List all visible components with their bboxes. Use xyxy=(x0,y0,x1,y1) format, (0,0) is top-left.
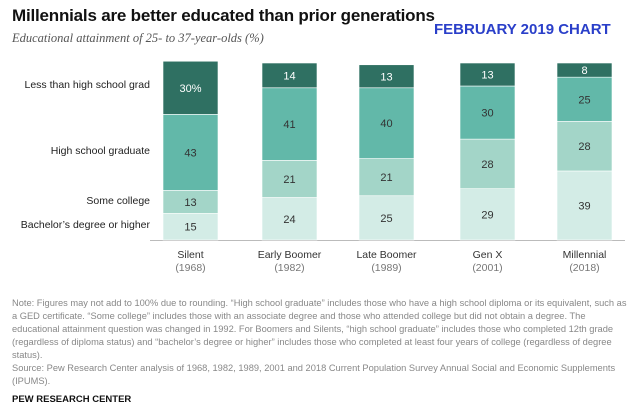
category-label: Silent xyxy=(177,249,203,261)
chart-notes: Note: Figures may not add to 100% due to… xyxy=(12,297,632,388)
bar-segment xyxy=(261,87,318,161)
bar-segment xyxy=(358,195,415,241)
data-label: 25 xyxy=(578,94,590,106)
note-text: Note: Figures may not add to 100% due to… xyxy=(12,298,627,360)
data-label: 14 xyxy=(283,70,295,82)
category-label: Millennial xyxy=(563,249,607,261)
bar-segment xyxy=(162,60,219,115)
category-year-label: (2018) xyxy=(569,262,599,274)
bar-segment xyxy=(358,87,415,159)
data-label: 40 xyxy=(380,118,392,130)
legend-label: Less than high school grad xyxy=(24,79,150,91)
bar-segment xyxy=(261,197,318,241)
bar-segment xyxy=(556,62,613,78)
bar-segment xyxy=(556,170,613,241)
data-label: 28 xyxy=(578,141,590,153)
category-label: Gen X xyxy=(473,249,503,261)
data-label: 30% xyxy=(179,83,201,95)
data-label: 41 xyxy=(283,119,295,131)
bar-segment xyxy=(261,62,318,89)
legend-label: Some college xyxy=(86,195,150,207)
brand-logo-text: PEW RESEARCH CENTER xyxy=(12,394,132,405)
legend-label: Bachelor’s degree or higher xyxy=(21,219,151,231)
stacked-bar-chart: 15 13 43 30% Silent(1968) 24 21 41 14 Early Boome… xyxy=(21,60,625,274)
bar-segment xyxy=(459,62,516,87)
source-text: Source: Pew Research Center analysis of … xyxy=(12,363,616,386)
category-year-label: (1968) xyxy=(175,262,205,274)
bar-segment xyxy=(358,64,415,89)
data-label: 25 xyxy=(380,213,392,225)
data-label: 13 xyxy=(184,197,196,209)
data-label: 21 xyxy=(380,172,392,184)
chart-title: Millennials are better educated than pri… xyxy=(12,6,435,25)
data-label: 29 xyxy=(481,209,493,221)
category-year-label: (2001) xyxy=(472,262,502,274)
date-stamp: FEBRUARY 2019 CHART xyxy=(434,21,611,38)
bar-segment xyxy=(556,121,613,172)
bar-segment xyxy=(556,76,613,122)
bar-segment xyxy=(162,213,219,241)
bar-segment xyxy=(162,114,219,191)
data-label: 15 xyxy=(184,222,196,234)
category-year-label: (1982) xyxy=(274,262,304,274)
data-label: 28 xyxy=(481,159,493,171)
bar-segment xyxy=(261,160,318,198)
bar-segment xyxy=(459,138,516,189)
chart-subtitle: Educational attainment of 25- to 37-year… xyxy=(12,31,264,45)
data-label: 21 xyxy=(283,174,295,186)
category-label: Early Boomer xyxy=(258,249,322,261)
data-label: 30 xyxy=(481,108,493,120)
data-label: 13 xyxy=(481,70,493,82)
data-label: 13 xyxy=(380,71,392,83)
data-label: 8 xyxy=(581,65,587,77)
legend-label: High school graduate xyxy=(51,145,150,157)
category-year-label: (1989) xyxy=(371,262,401,274)
category-label: Late Boomer xyxy=(356,249,417,261)
bar-segment xyxy=(459,85,516,140)
data-label: 39 xyxy=(578,200,590,212)
bar-segment xyxy=(459,188,516,241)
data-label: 24 xyxy=(283,214,295,226)
bar-segment xyxy=(358,158,415,197)
data-label: 43 xyxy=(184,147,196,159)
